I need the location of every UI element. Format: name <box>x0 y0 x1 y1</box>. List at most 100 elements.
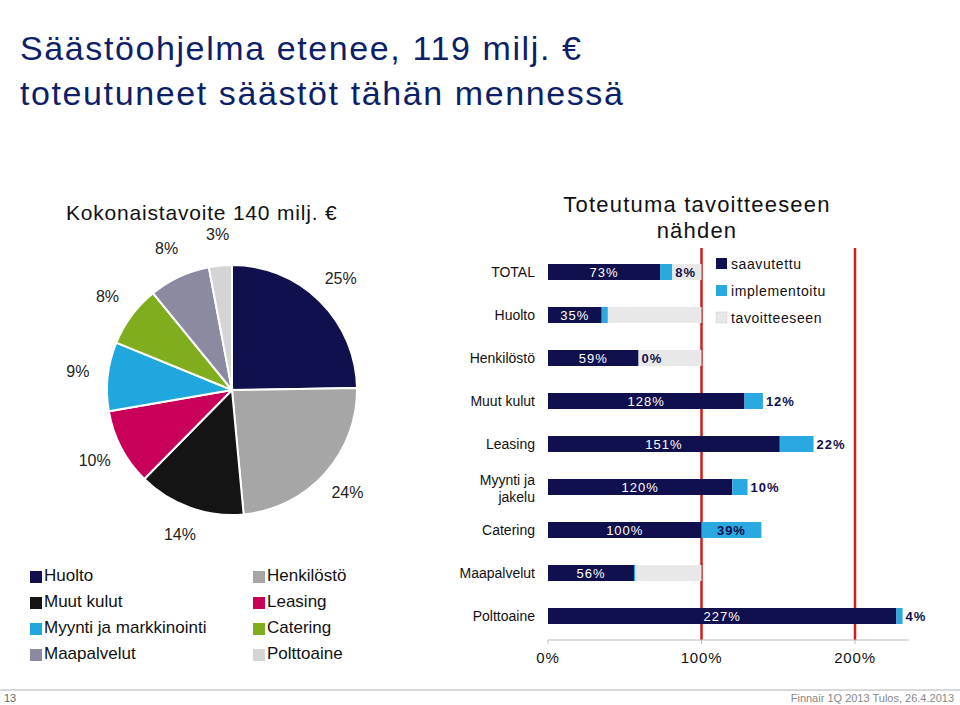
bar-segment <box>548 307 602 323</box>
bar-segment <box>548 436 780 452</box>
legend-swatch <box>30 623 42 635</box>
bar-segment <box>608 307 702 323</box>
data-label: 151% <box>645 437 682 452</box>
bar-segment <box>902 608 903 624</box>
slice-label: 8% <box>96 288 119 305</box>
y-tick-label: Polttoaine <box>473 608 535 624</box>
bars <box>548 264 903 624</box>
bar-segment <box>672 264 701 280</box>
data-label: 56% <box>576 566 605 581</box>
legend-label: Myynti ja markkinointi <box>44 618 207 637</box>
bar-segment <box>548 522 702 538</box>
bar-segment <box>548 350 639 366</box>
bar-segment <box>634 565 636 581</box>
footer-source: Finnair 1Q 2013 Tulos, 26.4.2013 <box>791 692 954 704</box>
bar-segment <box>548 393 744 409</box>
x-tick-label: 0% <box>536 649 559 666</box>
legend-label: implementoitu <box>731 283 826 299</box>
slice-label: 3% <box>206 226 229 243</box>
bar-segment <box>813 436 814 452</box>
bar-segment <box>660 264 672 280</box>
page-title: toteutuneet säästöt tähän mennessä <box>20 74 624 112</box>
data-label: 39% <box>717 523 746 538</box>
legend-swatch <box>716 258 727 269</box>
data-label: 8% <box>675 265 696 280</box>
pie-title: Kokonaistavoite 140 milj. € <box>66 201 337 224</box>
x-tick-label: 200% <box>834 649 876 666</box>
slice-label: 10% <box>79 452 111 469</box>
data-label: 4% <box>906 609 927 624</box>
page-title: Säästöohjelma etenee, 119 milj. € <box>20 29 582 67</box>
footer-rule <box>0 690 960 691</box>
bar-segment <box>548 608 896 624</box>
data-label: 0% <box>642 351 663 366</box>
data-label: 73% <box>590 265 619 280</box>
bar-segment <box>548 264 660 280</box>
legend-swatch <box>253 597 265 609</box>
bar-title: Toteutuma tavoitteeseen <box>563 192 830 217</box>
pie-slice <box>232 265 357 390</box>
x-tick <box>701 640 702 644</box>
legend-label: tavoitteeseen <box>731 310 822 326</box>
bar-segment <box>639 350 702 366</box>
legend-label: Henkilöstö <box>267 566 346 585</box>
x-tick <box>855 640 856 644</box>
slice-label: 14% <box>164 526 196 543</box>
grid-line <box>854 248 857 640</box>
legend-swatch <box>716 312 727 323</box>
legend-label: Leasing <box>267 592 327 611</box>
bar-segment <box>732 479 747 495</box>
y-tick-label: Muut kulut <box>470 393 535 409</box>
bar-segment <box>548 479 732 495</box>
legend-label: Catering <box>267 618 331 637</box>
data-label: 59% <box>579 351 608 366</box>
legend-label: Maapalvelut <box>44 644 136 663</box>
pie-slice <box>209 265 232 390</box>
y-tick-label: Huolto <box>495 307 536 323</box>
slice-label: 8% <box>155 240 178 257</box>
bar-segment <box>744 393 762 409</box>
y-tick-label: Maapalvelut <box>460 565 536 581</box>
bar-segment <box>548 565 634 581</box>
data-label: 120% <box>621 480 658 495</box>
legend-swatch <box>30 571 42 583</box>
data-label: 227% <box>704 609 741 624</box>
bar-segment <box>635 565 701 581</box>
y-tick-label: TOTAL <box>491 264 535 280</box>
slice-label: 9% <box>66 363 89 380</box>
slice-label: 24% <box>331 484 363 501</box>
legend-swatch <box>30 649 42 661</box>
data-label: 12% <box>766 394 795 409</box>
bar-segment <box>602 307 608 323</box>
data-label: 100% <box>606 523 643 538</box>
legend-label: Muut kulut <box>44 592 123 611</box>
y-tick-label: Myynti jajakelu <box>480 472 535 505</box>
legend-swatch <box>253 649 265 661</box>
page-number: 13 <box>4 692 16 704</box>
slice-label: 25% <box>325 270 357 287</box>
y-tick-label: Leasing <box>486 436 535 452</box>
bar-segment <box>702 522 762 538</box>
bar-title: nähden <box>657 218 738 243</box>
legend-swatch <box>253 571 265 583</box>
legend-label: Polttoaine <box>267 644 343 663</box>
bar-segment <box>747 479 748 495</box>
data-label: 22% <box>817 437 846 452</box>
bar-segment <box>761 522 762 538</box>
data-label: 10% <box>751 480 780 495</box>
slide: Säästöohjelma etenee, 119 milj. € toteutu… <box>0 0 960 705</box>
bar-labels: 73% 8% 35% 59% 0% 128% 12% 151% 22% 120% 10% 100% 39… <box>560 265 926 624</box>
bar-segment <box>762 393 763 409</box>
data-label: 35% <box>560 308 589 323</box>
legend-label: Huolto <box>44 566 93 585</box>
legend-label: saavutettu <box>731 256 802 272</box>
legend-swatch <box>716 285 727 296</box>
bar-segment <box>896 608 902 624</box>
y-tick-label: Henkilöstö <box>470 350 536 366</box>
legend-swatch <box>30 597 42 609</box>
data-label: 128% <box>628 394 665 409</box>
x-tick <box>548 640 549 644</box>
bar-segment <box>780 436 814 452</box>
legend-swatch <box>253 623 265 635</box>
y-tick-label: Catering <box>482 522 535 538</box>
